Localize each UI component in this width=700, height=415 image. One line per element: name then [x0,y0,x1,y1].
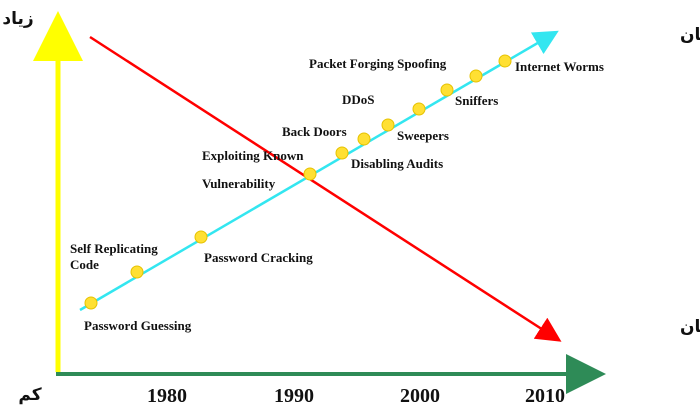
password-cracking-dot [194,230,208,244]
password-guessing-dot [84,296,98,310]
attacker-knowledge-label: دانش مهاجمان [680,317,700,337]
sweepers-label: Sweepers [397,128,449,143]
exploiting-known-vulnerability-label: Exploiting Known [202,148,304,163]
ddos-dot [412,102,426,116]
sniffers-label: Sniffers [455,93,498,108]
attacker-knowledge-line [89,35,562,342]
attacker-tools-label: ابزار مهاجمان [680,25,700,45]
y-axis-bottom-label: کم [18,385,41,405]
self-replicating-code-label: Code [70,257,99,272]
packet-forging-spoofing-label: Packet Forging Spoofing [309,56,447,71]
x-tick-1990: 1990 [274,385,314,407]
ddos-label: DDoS [342,92,375,107]
password-guessing-label: Password Guessing [84,318,192,333]
exploiting-known-vulnerability-dot [303,167,317,181]
y-axis-top-label: زیاد [2,9,33,29]
sweepers-dot [381,118,395,132]
exploiting-known-vulnerability-label: Vulnerability [202,176,276,191]
password-cracking-label: Password Cracking [204,250,313,265]
x-tick-2010: 2010 [525,385,565,407]
self-replicating-code-dot [130,265,144,279]
disabling-audits-dot [335,146,349,160]
back-doors-label: Back Doors [282,124,347,139]
back-doors-dot [357,132,371,146]
x-tick-1980: 1980 [147,385,187,407]
sniffers-dot [440,83,454,97]
points-layer [84,54,512,310]
disabling-audits-label: Disabling Audits [351,156,443,171]
x-tick-2000: 2000 [400,385,440,407]
internet-worms-dot [498,54,512,68]
internet-worms-label: Internet Worms [515,59,604,74]
packet-forging-spoofing-dot [469,69,483,83]
self-replicating-code-label: Self Replicating [70,241,158,256]
